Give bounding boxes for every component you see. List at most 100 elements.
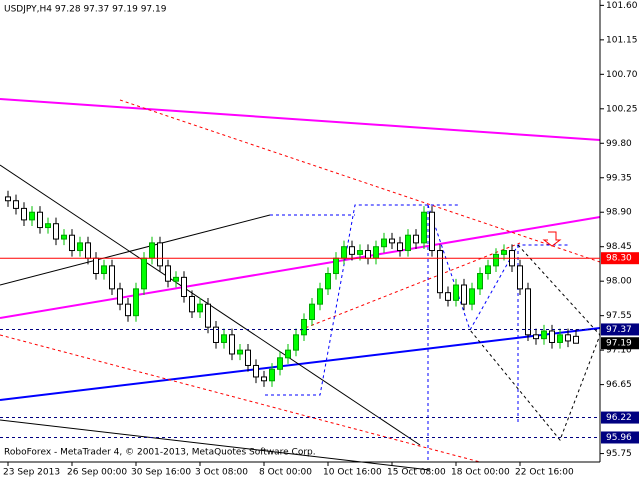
candle-body: [557, 334, 563, 343]
candle-body: [325, 273, 331, 290]
candle-body: [381, 238, 387, 248]
price-tag: [601, 431, 639, 444]
y-tick-label: 99.35: [606, 173, 632, 183]
price-tag-label: 96.22: [606, 413, 632, 423]
y-tick-label: 97.55: [606, 311, 632, 321]
candle-body: [45, 223, 51, 229]
candle-body: [309, 303, 315, 320]
x-tick-label: 8 Oct 00:00: [259, 468, 312, 478]
y-tick-label: 98.00: [606, 277, 632, 287]
candle-body: [365, 250, 371, 259]
candle-body: [37, 211, 43, 229]
y-tick-label: 101.15: [606, 35, 638, 45]
candle-body: [181, 276, 187, 298]
candle-body: [253, 364, 259, 378]
candle-body: [549, 330, 555, 343]
candle-body: [21, 207, 27, 221]
candle-body: [133, 288, 139, 317]
candle-body: [565, 334, 571, 342]
candle-body: [245, 349, 251, 366]
candle-body: [5, 196, 11, 202]
candle-body: [197, 303, 203, 313]
y-tick-label: 100.25: [606, 104, 638, 114]
candle-body: [13, 200, 19, 209]
x-tick-label: 30 Sep 16:00: [131, 468, 191, 478]
candle-body: [445, 292, 451, 301]
price-tag-label: 97.19: [606, 339, 632, 349]
candle-body: [77, 242, 83, 252]
candle-body: [93, 257, 99, 275]
price-tag: [601, 411, 639, 424]
trendline: [265, 204, 460, 396]
price-tag: [601, 337, 639, 350]
trendline: [469, 244, 601, 441]
candle-body: [333, 257, 339, 275]
candle-body: [493, 253, 499, 267]
price-tag-label: 95.96: [606, 433, 632, 443]
y-tick-label: 98.45: [606, 242, 632, 252]
candle-body: [349, 246, 355, 255]
y-tick-label: 95.75: [606, 449, 632, 459]
candle-body: [341, 246, 347, 259]
candle-body: [453, 284, 459, 301]
candle-body: [389, 238, 395, 244]
candle-body: [301, 318, 307, 336]
footer: RoboForex - MetaTrader 4, © 2001-2013, M…: [4, 448, 316, 458]
candle-body: [269, 368, 275, 382]
candle-body: [485, 265, 491, 275]
candle-body: [117, 288, 123, 305]
price-tag: [601, 252, 639, 265]
trendline: [0, 327, 601, 401]
price-tag-label: 97.37: [606, 325, 632, 335]
candle-body: [157, 242, 163, 267]
candle-body: [357, 250, 363, 255]
trendline: [119, 99, 601, 263]
candle-body: [525, 288, 531, 336]
chart-title: USDJPY,H4 97.28 97.37 97.19 97.19: [4, 5, 167, 15]
y-tick-label: 99.80: [606, 139, 632, 149]
candle-body: [61, 234, 67, 240]
trendline: [0, 334, 481, 463]
candle-body: [229, 334, 235, 355]
candle-body: [85, 242, 91, 259]
candle-body: [373, 246, 379, 259]
candle-body: [165, 265, 171, 282]
y-tick-label: 98.90: [606, 208, 632, 218]
candle-body: [477, 273, 483, 290]
trendline: [427, 204, 570, 332]
candle-body: [173, 276, 179, 282]
candle-body: [469, 288, 475, 305]
candle-body: [461, 284, 467, 305]
y-tick-label: 100.70: [606, 70, 638, 80]
candle-body: [293, 334, 299, 351]
candle-body: [429, 211, 435, 252]
candle-body: [397, 242, 403, 252]
candle-body: [261, 376, 267, 382]
trendline: [0, 98, 601, 141]
candle-body: [237, 349, 243, 355]
candle-body: [405, 234, 411, 252]
candle-body: [501, 250, 507, 255]
candles: [5, 190, 579, 387]
x-tick-label: 3 Oct 08:00: [195, 468, 248, 478]
candle-body: [101, 265, 107, 275]
candle-body: [317, 288, 323, 305]
candle-body: [421, 211, 427, 244]
candle-body: [189, 296, 195, 313]
x-tick-label: 23 Sep 2013: [3, 468, 60, 478]
candle-body: [205, 303, 211, 328]
arrow-marker: [542, 231, 562, 247]
x-tick-label: 18 Oct 00:00: [451, 468, 510, 478]
candle-body: [533, 334, 539, 340]
x-tick-label: 26 Sep 00:00: [67, 468, 127, 478]
candle-body: [109, 265, 115, 290]
candle-body: [221, 334, 227, 343]
trendline: [0, 214, 271, 286]
candle-body: [29, 211, 35, 221]
y-tick-label: 101.60: [606, 1, 638, 11]
candle-body: [573, 335, 579, 344]
trendlines: [0, 98, 601, 471]
